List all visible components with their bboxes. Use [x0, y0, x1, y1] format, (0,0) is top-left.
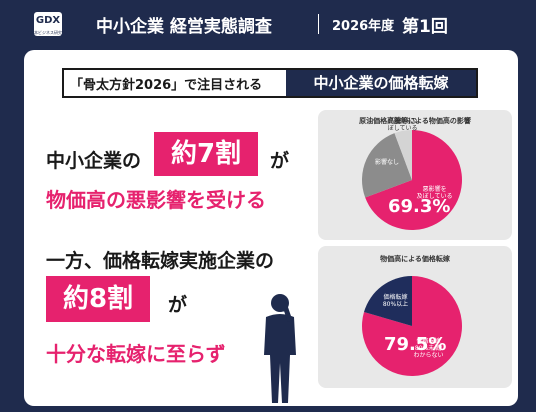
- value-label: 79.5%: [384, 334, 447, 355]
- value-label: 69.3%: [388, 196, 451, 217]
- finding-emphasis: 物価高の悪影響を受ける: [46, 188, 266, 212]
- divider: [318, 14, 319, 34]
- chart-title: 原油価格高騰等による物価高の影響: [359, 117, 471, 125]
- finding-box: 約7割: [154, 132, 258, 176]
- person-illustration: [264, 294, 296, 403]
- finding-text: が: [168, 294, 188, 316]
- headline-highlight: 中小企業の価格転嫁: [286, 70, 476, 96]
- finding-emphasis: 十分な転嫁に至らず: [46, 342, 226, 366]
- slice-label: 悪影響を 及ぼしている: [416, 185, 453, 200]
- pie-slice: [363, 276, 412, 326]
- logo: GDX: [34, 12, 62, 36]
- slice-label: 影響なし: [374, 158, 399, 166]
- chart-title: 物価高による価格転嫁: [380, 255, 450, 263]
- logo-sub: 日本ビジネス研究所: [30, 30, 66, 35]
- header-title: 中小企業 経営実態調査: [96, 17, 272, 37]
- slice-label: 価格転嫁 80%以上: [382, 294, 409, 308]
- pie-slice: [365, 130, 462, 230]
- header-issue: 第1回: [402, 17, 448, 37]
- pie-slice: [394, 130, 412, 180]
- header-edition: 2026年度: [332, 19, 395, 34]
- finding-text: 中小企業の: [46, 150, 142, 172]
- headline-frame: [62, 68, 478, 98]
- headline-lead: 「骨太方針2026」で注目される: [70, 78, 263, 93]
- finding-text: が: [270, 150, 290, 172]
- pie-slice: [362, 133, 412, 198]
- slice-label: 価格転嫁 80%未満/ わからない: [413, 337, 444, 359]
- finding-text: 一方、価格転嫁実施企業の: [46, 250, 275, 272]
- finding-box: 約8割: [46, 276, 150, 322]
- slice-label: 好影響を及 ぼしている: [387, 118, 418, 133]
